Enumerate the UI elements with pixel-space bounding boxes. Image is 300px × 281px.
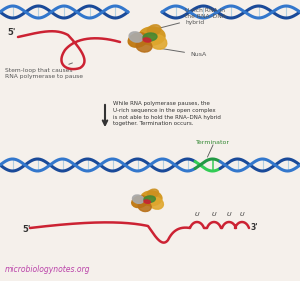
Text: U-rich RNA in
the RNA–DNA
hybrid: U-rich RNA in the RNA–DNA hybrid xyxy=(155,8,226,29)
Ellipse shape xyxy=(132,196,148,208)
Ellipse shape xyxy=(136,40,152,52)
Text: microbiologynotes.org: microbiologynotes.org xyxy=(5,265,91,274)
Text: While RNA polymerase pauses, the
U-rich sequence in the open complex
is not able: While RNA polymerase pauses, the U-rich … xyxy=(113,101,221,126)
Text: 5': 5' xyxy=(22,225,30,235)
Ellipse shape xyxy=(144,200,150,203)
Ellipse shape xyxy=(144,196,155,203)
Text: Terminator: Terminator xyxy=(196,140,230,145)
Ellipse shape xyxy=(129,32,143,42)
Ellipse shape xyxy=(149,35,167,49)
Ellipse shape xyxy=(133,195,144,203)
Text: U: U xyxy=(195,212,199,217)
Ellipse shape xyxy=(128,33,148,47)
Text: U: U xyxy=(212,212,216,217)
Ellipse shape xyxy=(147,25,161,35)
Ellipse shape xyxy=(139,27,165,45)
Text: Stem-loop that causes
RNA polymerase to pause: Stem-loop that causes RNA polymerase to … xyxy=(5,63,83,79)
Ellipse shape xyxy=(147,189,158,198)
Text: U: U xyxy=(240,212,244,217)
Ellipse shape xyxy=(141,191,162,206)
Text: U: U xyxy=(227,212,231,217)
Text: 5': 5' xyxy=(7,28,15,37)
Ellipse shape xyxy=(143,38,151,42)
Text: 3': 3' xyxy=(251,223,259,232)
Text: NusA: NusA xyxy=(161,48,206,57)
Ellipse shape xyxy=(138,201,151,212)
Ellipse shape xyxy=(149,197,164,209)
Ellipse shape xyxy=(143,33,157,41)
